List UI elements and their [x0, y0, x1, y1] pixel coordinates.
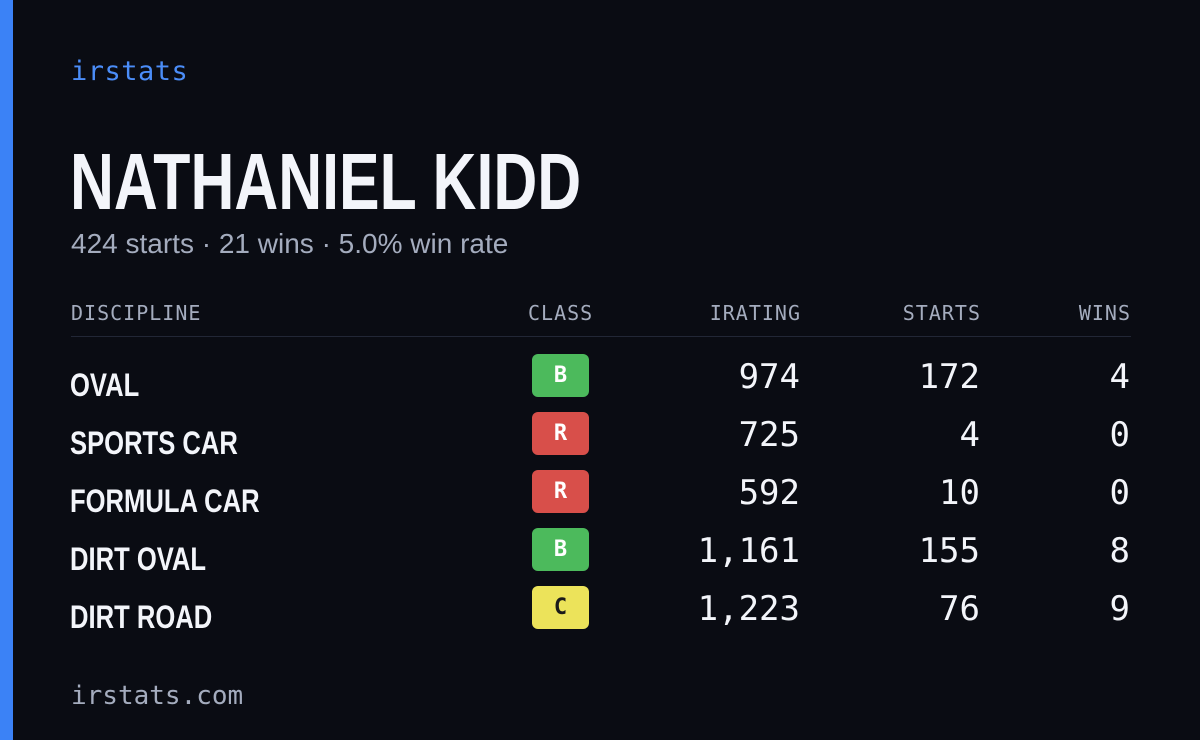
stats-table-body: OVAL B 974 172 4 SPORTS CAR R 725 4 0 FO… — [70, 350, 1131, 640]
header-irating: IRATING — [709, 301, 801, 325]
irating-value: 592 — [738, 473, 800, 513]
summary-win-rate: 5.0% win rate — [338, 228, 509, 259]
player-summary: 424 starts · 21 wins · 5.0% win rate — [71, 228, 508, 260]
summary-separator: · — [321, 228, 331, 259]
table-row: SPORTS CAR R 725 4 0 — [70, 408, 1131, 466]
summary-separator: · — [201, 228, 212, 259]
accent-bar — [0, 0, 13, 740]
class-badge: C — [532, 586, 589, 629]
starts-value: 76 — [939, 589, 980, 629]
header-starts: STARTS — [902, 301, 981, 325]
wins-value: 4 — [1109, 357, 1130, 397]
discipline-name: OVAL — [70, 367, 140, 403]
discipline-name: SPORTS CAR — [70, 425, 238, 461]
wins-value: 0 — [1109, 473, 1130, 513]
starts-value: 10 — [939, 473, 980, 513]
brand-logo-text: irstats — [71, 56, 189, 87]
table-row: OVAL B 974 172 4 — [70, 350, 1131, 408]
footer-site-url: irstats.com — [71, 681, 244, 711]
wins-value: 8 — [1109, 531, 1130, 571]
irating-value: 1,161 — [697, 531, 800, 571]
class-badge: B — [532, 354, 589, 397]
table-row: DIRT OVAL B 1,161 155 8 — [70, 524, 1131, 582]
header-class: CLASS — [528, 301, 594, 325]
starts-value: 4 — [959, 415, 980, 455]
summary-starts: 424 starts — [71, 228, 194, 259]
table-row: FORMULA CAR R 592 10 0 — [70, 466, 1131, 524]
wins-value: 9 — [1109, 589, 1130, 629]
header-discipline: DISCIPLINE — [71, 301, 202, 325]
irating-value: 725 — [738, 415, 800, 455]
starts-value: 155 — [918, 531, 980, 571]
class-badge: B — [532, 528, 589, 571]
discipline-name: DIRT OVAL — [70, 541, 207, 577]
class-badge: R — [532, 470, 589, 513]
summary-wins: 21 wins — [218, 228, 314, 259]
header-wins: WINS — [1078, 301, 1131, 325]
class-badge: R — [532, 412, 589, 455]
table-row: DIRT ROAD C 1,223 76 9 — [70, 582, 1131, 640]
irating-value: 1,223 — [697, 589, 800, 629]
irating-value: 974 — [738, 357, 800, 397]
player-name: NATHANIEL KIDD — [70, 137, 582, 226]
stats-table-header: DISCIPLINE CLASS IRATING STARTS WINS — [71, 300, 1131, 337]
discipline-name: FORMULA CAR — [70, 483, 260, 519]
starts-value: 172 — [918, 357, 980, 397]
discipline-name: DIRT ROAD — [70, 599, 213, 635]
wins-value: 0 — [1109, 415, 1130, 455]
